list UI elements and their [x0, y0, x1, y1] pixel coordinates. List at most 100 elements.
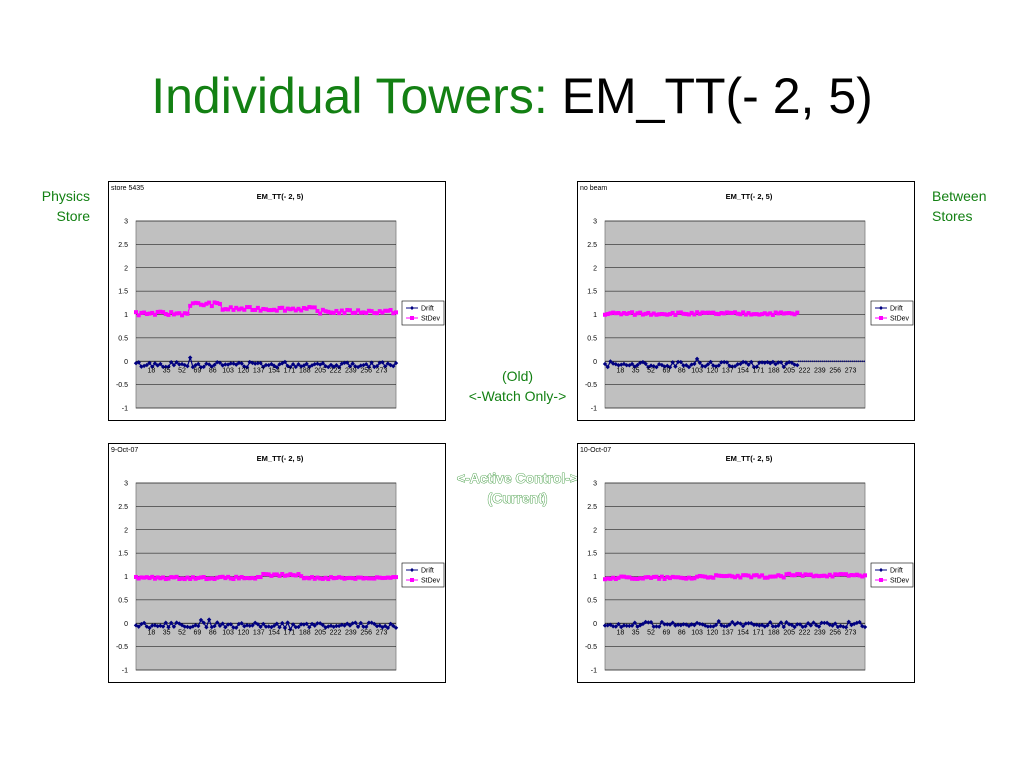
- stdev-point: [380, 576, 385, 581]
- stdev-point: [654, 574, 659, 579]
- stdev-point: [662, 576, 667, 581]
- drift-point: [740, 359, 746, 365]
- y-tick-label: -0.5: [116, 644, 128, 651]
- stdev-point: [307, 576, 312, 581]
- chart-title: EM_TT(- 2, 5): [726, 192, 773, 201]
- stdev-point: [150, 310, 155, 315]
- drift-point: [163, 364, 168, 370]
- drift-point: [147, 360, 152, 366]
- stdev-point: [781, 311, 786, 316]
- stdev-point: [860, 574, 865, 579]
- stdev-point: [334, 308, 339, 313]
- drift-point: [635, 362, 640, 368]
- x-tick-label: 205: [314, 629, 326, 636]
- x-tick-label: 154: [737, 629, 749, 636]
- y-tick-label: 0: [593, 359, 597, 366]
- stdev-point: [310, 305, 315, 310]
- stdev-point: [134, 310, 138, 315]
- stdev-point: [134, 574, 138, 579]
- stdev-point: [250, 307, 255, 312]
- stdev-point: [242, 576, 247, 581]
- stdev-point: [391, 575, 396, 580]
- drift-point: [708, 359, 713, 365]
- drift-point: [643, 361, 648, 366]
- stdev-point: [215, 575, 220, 580]
- x-tick-label: 120: [707, 629, 719, 636]
- stdev-point: [364, 311, 369, 316]
- x-tick-label: 69: [193, 629, 201, 636]
- y-tick-label: 2.5: [587, 504, 597, 511]
- y-tick-label: 1.5: [118, 289, 128, 296]
- drift-point: [263, 362, 269, 368]
- drift-point: [862, 624, 868, 630]
- stdev-point: [366, 308, 371, 313]
- chart-panel-bottom-left: 9-Oct-07 EM_TT(- 2, 5) 3 2.5 2 1.5 1 0.5 0 -0.5 -1…: [108, 443, 446, 683]
- y-tick-label: 2.5: [118, 504, 128, 511]
- drift-point: [177, 362, 182, 367]
- drift-point: [797, 622, 803, 627]
- legend-box: [401, 300, 445, 326]
- stdev-point: [329, 575, 333, 580]
- drift-point: [391, 363, 396, 369]
- stdev-point: [735, 573, 740, 578]
- x-tick-label: 171: [284, 367, 296, 374]
- stdev-point: [220, 574, 225, 579]
- stdev-point: [199, 302, 203, 307]
- chart-corner-label: no beam: [580, 185, 607, 192]
- watch-only-label: (Old) <-Watch Only->: [468, 368, 567, 404]
- stdev-point: [185, 311, 190, 316]
- drift-point: [705, 624, 711, 629]
- x-tick-label: 205: [783, 629, 795, 636]
- stdev-point: [282, 573, 287, 578]
- stdev-point: [624, 575, 629, 580]
- drift-point: [358, 363, 363, 368]
- stdev-point: [264, 307, 268, 312]
- drift-point: [643, 619, 648, 625]
- drift-point: [247, 623, 252, 628]
- drift-point: [724, 360, 730, 365]
- chart-svg: no beam EM_TT(- 2, 5) 3 2.5 2 1.5 1 0.5 0 -0.5 -1 1…: [580, 185, 914, 413]
- stdev-point: [358, 575, 363, 580]
- legend-stdev-label: StDev: [421, 316, 441, 323]
- x-tick-label: 35: [632, 629, 640, 636]
- y-tick-label: -1: [591, 668, 597, 675]
- stdev-point: [136, 576, 141, 581]
- stdev-point: [196, 301, 201, 306]
- stdev-point: [700, 574, 705, 579]
- drift-point: [347, 364, 353, 369]
- x-tick-label: 137: [253, 629, 265, 636]
- stdev-point: [719, 573, 724, 578]
- stdev-point: [705, 310, 710, 315]
- chart-corner-label: store 5435: [111, 185, 144, 192]
- stdev-point: [356, 308, 361, 313]
- stdev-point: [649, 575, 654, 580]
- stdev-point: [185, 575, 190, 580]
- x-tick-label: 35: [163, 629, 171, 636]
- stdev-point: [204, 577, 209, 582]
- stdev-point: [711, 575, 716, 580]
- chart-panel-bottom-right: 10-Oct-07 EM_TT(- 2, 5) 3 2.5 2 1.5 1 0.5 0 -0.5 -…: [577, 443, 915, 683]
- stdev-point: [209, 304, 214, 309]
- drift-point: [345, 360, 350, 365]
- stdev-point: [673, 312, 678, 317]
- stdev-point: [199, 575, 203, 580]
- stdev-point: [681, 311, 686, 316]
- drift-point: [171, 624, 177, 629]
- stdev-point: [315, 575, 320, 580]
- drift-point: [293, 624, 298, 630]
- x-tick-label: 273: [376, 367, 388, 374]
- legend-drift-marker: [410, 568, 414, 572]
- stdev-point: [182, 311, 187, 316]
- stdev-point: [158, 576, 163, 581]
- stdev-point: [326, 577, 331, 582]
- stdev-point: [627, 311, 632, 316]
- stdev-point: [177, 577, 182, 582]
- stdev-point: [686, 575, 691, 580]
- x-tick-label: 205: [314, 367, 326, 374]
- stdev-point: [212, 300, 217, 305]
- x-tick-label: 103: [691, 367, 703, 374]
- stdev-point: [806, 572, 811, 577]
- stdev-point: [380, 310, 385, 315]
- x-tick-label: 35: [163, 367, 171, 374]
- stdev-point: [372, 576, 377, 581]
